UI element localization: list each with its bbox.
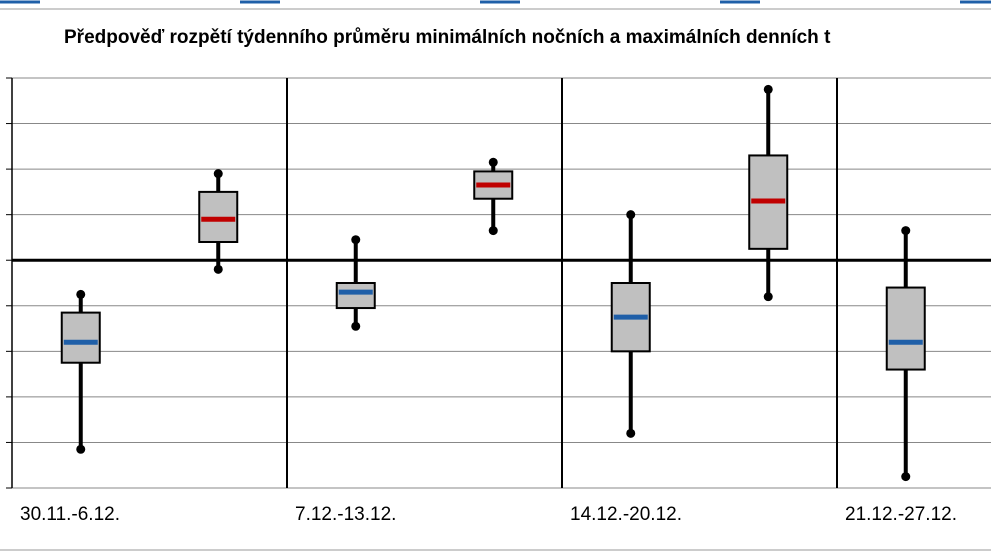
box xyxy=(335,282,376,310)
x-tick-label: 21.12.-27.12. xyxy=(845,504,957,525)
chart-title: Předpověď rozpětí týdenního průměru mini… xyxy=(64,27,831,48)
whisker-end xyxy=(351,235,361,245)
whisker-end xyxy=(213,264,223,274)
whisker-end xyxy=(76,444,86,454)
whisker-end xyxy=(901,472,911,482)
whisker-end xyxy=(351,321,361,331)
x-tick-label: 30.11.-6.12. xyxy=(20,504,120,525)
whisker-end xyxy=(213,169,223,179)
whisker-end xyxy=(488,157,498,167)
whisker-end xyxy=(763,292,773,302)
whisker-end xyxy=(763,84,773,94)
x-tick-label: 14.12.-20.12. xyxy=(570,504,682,525)
whisker-end xyxy=(488,226,498,236)
box xyxy=(60,311,101,364)
whisker-end xyxy=(76,289,86,299)
box xyxy=(885,286,926,371)
whisker-end xyxy=(626,428,636,438)
whisker-end xyxy=(901,226,911,236)
x-tick-label: 7.12.-13.12. xyxy=(295,504,396,525)
whisker-end xyxy=(626,210,636,220)
